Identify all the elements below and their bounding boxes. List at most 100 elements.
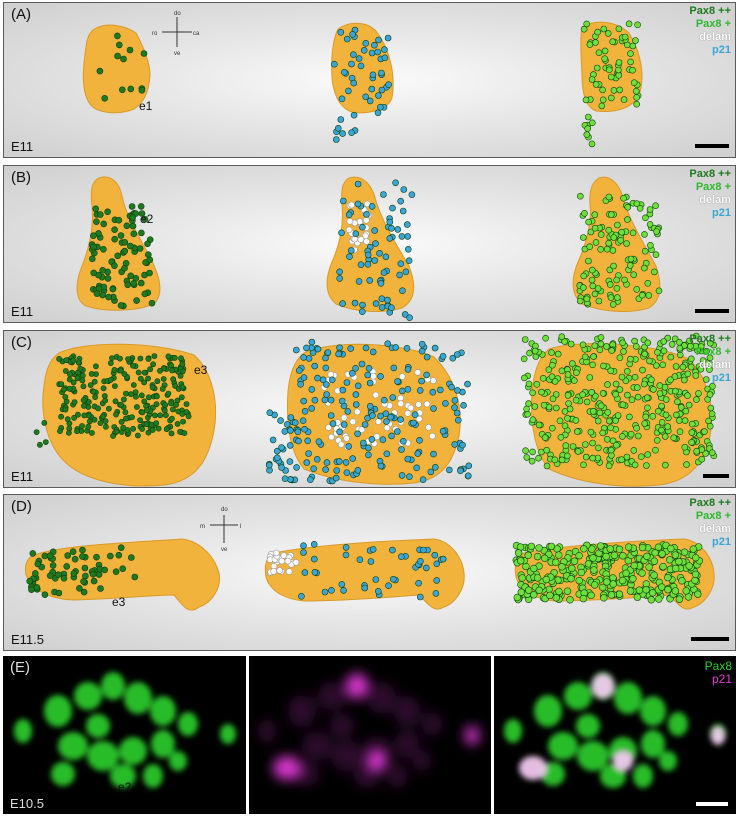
cell-marker bbox=[356, 556, 364, 563]
cell-marker bbox=[135, 369, 142, 376]
cell-marker bbox=[372, 300, 380, 307]
nucleus bbox=[151, 730, 175, 758]
cell-marker bbox=[622, 569, 630, 577]
cell-marker bbox=[377, 373, 384, 380]
cell-marker bbox=[358, 360, 366, 368]
cell-marker bbox=[427, 468, 435, 476]
cell-marker bbox=[633, 286, 641, 293]
cell-marker bbox=[675, 557, 683, 566]
cell-marker bbox=[360, 439, 367, 447]
cell-marker bbox=[123, 222, 131, 230]
cell-marker bbox=[70, 379, 77, 386]
cell-marker bbox=[384, 340, 392, 347]
cell-marker bbox=[698, 455, 706, 463]
cell-marker bbox=[614, 221, 621, 229]
cell-marker bbox=[605, 239, 613, 247]
cell-marker bbox=[87, 382, 94, 388]
cell-marker bbox=[693, 396, 700, 403]
cell-marker bbox=[339, 386, 347, 394]
cell-marker bbox=[684, 392, 691, 399]
cell-marker bbox=[671, 373, 679, 380]
cell-marker bbox=[623, 367, 631, 375]
cell-marker bbox=[572, 396, 580, 404]
cell-marker bbox=[543, 446, 551, 454]
cell-marker bbox=[111, 367, 118, 373]
cell-marker bbox=[353, 408, 361, 416]
cell-marker bbox=[604, 381, 611, 388]
cell-marker bbox=[354, 180, 362, 188]
cell-marker bbox=[546, 591, 554, 600]
cell-marker bbox=[93, 553, 100, 561]
cell-marker bbox=[80, 578, 87, 585]
cell-marker bbox=[518, 574, 526, 582]
cell-marker bbox=[322, 466, 329, 473]
cell-marker bbox=[529, 416, 537, 423]
cell-marker bbox=[619, 339, 626, 347]
cell-marker bbox=[343, 469, 351, 476]
cell-marker bbox=[388, 304, 395, 311]
cell-marker bbox=[414, 450, 422, 457]
legend-e: Pax8 p21 bbox=[705, 660, 732, 686]
nucleus bbox=[633, 764, 653, 788]
cell-marker bbox=[584, 125, 592, 132]
cell-marker bbox=[165, 390, 172, 397]
cell-marker bbox=[66, 385, 73, 392]
cell-marker bbox=[117, 302, 125, 309]
cell-marker bbox=[579, 234, 587, 241]
cell-marker bbox=[308, 386, 316, 393]
cell-marker bbox=[667, 544, 675, 553]
cell-marker bbox=[46, 572, 54, 579]
embryo-label-c: e3 bbox=[194, 363, 208, 377]
cell-marker bbox=[406, 314, 413, 321]
cell-marker bbox=[129, 414, 135, 420]
cell-marker bbox=[599, 429, 607, 437]
cell-marker bbox=[160, 376, 167, 382]
nucleus bbox=[14, 719, 32, 743]
cell-marker bbox=[531, 403, 539, 410]
cell-marker bbox=[55, 589, 63, 597]
cell-marker bbox=[300, 374, 308, 381]
cell-marker bbox=[454, 387, 461, 394]
cell-marker bbox=[516, 557, 525, 565]
cell-marker bbox=[383, 418, 390, 425]
cell-marker bbox=[576, 297, 584, 305]
cell-marker bbox=[359, 223, 366, 231]
cell-marker bbox=[535, 421, 543, 429]
cell-marker bbox=[591, 224, 599, 232]
cell-marker bbox=[615, 25, 623, 33]
cell-marker bbox=[655, 595, 663, 603]
cell-marker bbox=[92, 394, 98, 400]
cell-marker bbox=[575, 576, 583, 585]
scale-bar-d bbox=[691, 637, 729, 641]
cell-marker bbox=[399, 287, 406, 294]
cell-marker bbox=[589, 361, 596, 369]
cell-marker bbox=[423, 353, 431, 361]
cell-marker bbox=[137, 417, 143, 423]
cell-marker bbox=[265, 461, 273, 469]
cell-marker bbox=[352, 401, 360, 408]
cell-marker bbox=[520, 355, 528, 363]
cell-marker bbox=[55, 571, 62, 578]
cell-marker bbox=[460, 402, 467, 409]
cell-marker bbox=[351, 299, 359, 307]
cell-marker bbox=[145, 429, 152, 436]
cell-marker bbox=[706, 422, 714, 430]
cell-marker bbox=[169, 367, 175, 374]
cell-marker bbox=[107, 376, 114, 383]
cell-marker bbox=[81, 403, 87, 409]
cell-marker bbox=[621, 276, 628, 284]
nucleus bbox=[331, 741, 363, 771]
cell-marker bbox=[96, 67, 104, 75]
cell-marker bbox=[666, 556, 674, 564]
cell-marker bbox=[101, 95, 108, 102]
cell-marker bbox=[531, 347, 539, 355]
cell-marker bbox=[572, 417, 580, 424]
cell-marker bbox=[528, 457, 536, 465]
cell-marker bbox=[539, 374, 547, 382]
cell-marker bbox=[681, 443, 689, 451]
cell-marker bbox=[33, 584, 41, 591]
cell-marker bbox=[293, 464, 300, 471]
cell-marker bbox=[702, 450, 709, 457]
cell-marker bbox=[86, 399, 92, 405]
cell-marker bbox=[324, 349, 332, 356]
